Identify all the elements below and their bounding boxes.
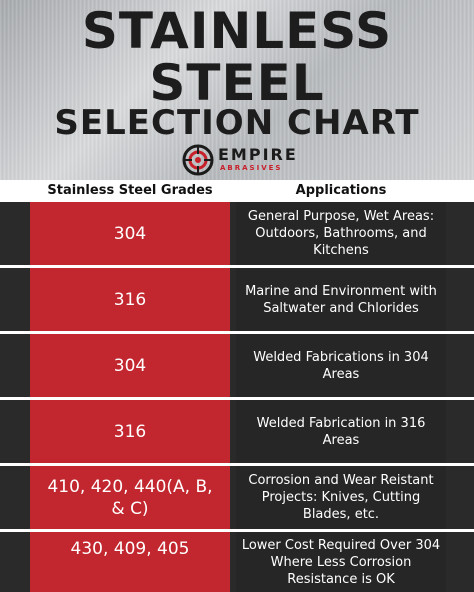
page-title-line-1: STAINLESS	[81, 2, 393, 60]
row-divider	[0, 331, 474, 334]
grade-cell: 430, 409, 405	[30, 532, 230, 592]
application-cell: Welded Fabrication in 316 Areas	[236, 400, 446, 463]
table-row: 430, 409, 405 Lower Cost Required Over 3…	[0, 532, 474, 592]
grade-cell: 316	[30, 268, 230, 331]
table-row: 316 Marine and Environment with Saltwate…	[0, 268, 474, 331]
page-title-line-2: STEEL	[149, 54, 325, 112]
grade-cell: 316	[30, 400, 230, 463]
brand-subtitle: ABRASIVES	[220, 164, 283, 172]
page-title-line-3: SELECTION CHART	[54, 103, 420, 143]
row-divider	[0, 397, 474, 400]
grade-cell: 304	[30, 334, 230, 397]
table-header-row: Stainless Steel Grades Applications	[0, 180, 474, 202]
column-header-applications: Applications	[295, 183, 387, 198]
empire-abrasives-logo-icon	[182, 144, 214, 176]
brushed-steel-background	[0, 0, 474, 180]
application-cell: Marine and Environment with Saltwater an…	[236, 268, 446, 331]
row-divider	[0, 529, 474, 532]
application-cell: General Purpose, Wet Areas: Outdoors, Ba…	[236, 202, 446, 265]
column-header-grades: Stainless Steel Grades	[47, 183, 213, 198]
application-cell: Lower Cost Required Over 304 Where Less …	[236, 532, 446, 592]
table-row: 410, 420, 440(A, B, & C) Corrosion and W…	[0, 466, 474, 529]
row-divider	[0, 265, 474, 268]
table-row: 304 General Purpose, Wet Areas: Outdoors…	[0, 202, 474, 265]
table-row: 304 Welded Fabrications in 304 Areas	[0, 334, 474, 397]
grade-cell: 410, 420, 440(A, B, & C)	[30, 466, 230, 529]
table-row: 316 Welded Fabrication in 316 Areas	[0, 400, 474, 463]
brand-logo: EMPIRE ABRASIVES	[182, 144, 302, 176]
grade-cell: 304	[30, 202, 230, 265]
row-divider	[0, 463, 474, 466]
application-cell: Corrosion and Wear Reistant Projects: Kn…	[236, 466, 446, 529]
application-cell: Welded Fabrications in 304 Areas	[236, 334, 446, 397]
brand-name: EMPIRE	[218, 145, 298, 164]
selection-table: Stainless Steel Grades Applications 304 …	[0, 180, 474, 592]
table-body: 304 General Purpose, Wet Areas: Outdoors…	[0, 202, 474, 592]
